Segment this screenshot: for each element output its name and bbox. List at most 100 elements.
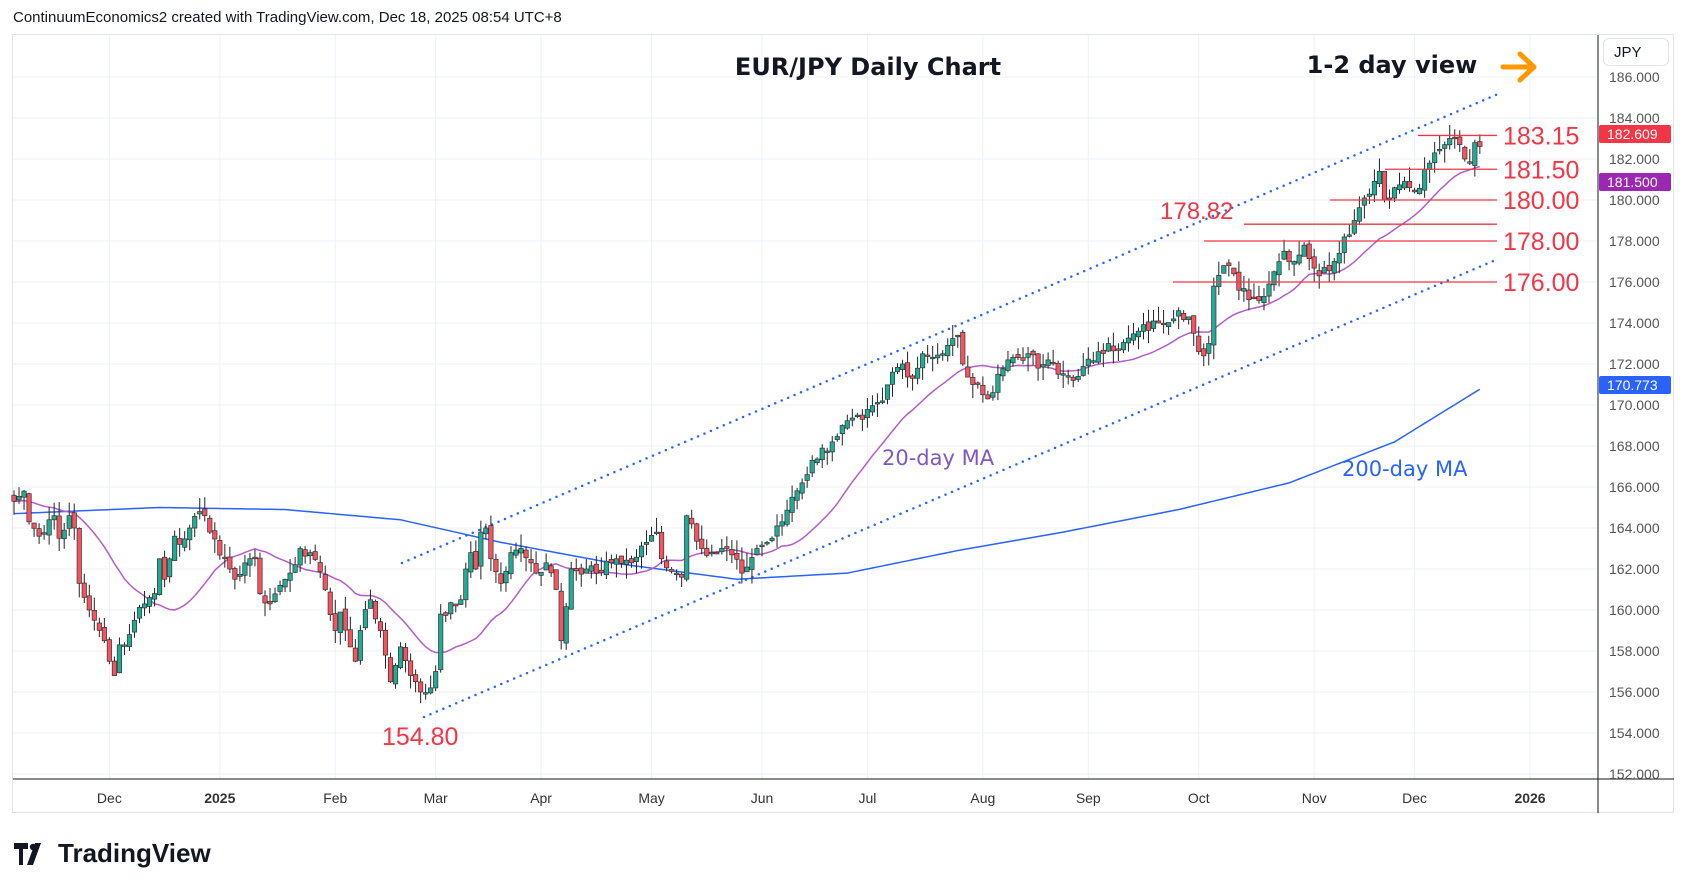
price-tick-label: 184.000 [1609,110,1660,126]
candle-up [950,338,956,346]
candle-up [1291,261,1297,265]
candle-up [1150,320,1157,329]
candle-up [794,490,800,501]
candle-up [362,609,368,629]
candle-up [784,509,790,525]
candle-down [664,560,670,569]
candle-down [1452,136,1458,140]
candle-down [965,366,971,378]
candle-up [1075,375,1081,380]
candle-up [357,630,363,661]
candle-down [342,608,348,631]
candle-up [1060,373,1066,376]
candle-up [187,527,193,541]
candle-up [884,384,891,400]
candle-up [287,572,293,581]
candle-up [1080,366,1086,376]
low-annotation: 154.80 [382,723,458,751]
candle-down [960,332,966,365]
candle-down [1286,251,1292,263]
candle-up [1401,181,1408,189]
candle-down [227,556,233,570]
candle-down [387,657,394,683]
candle-down [985,394,991,400]
candle-up [1186,316,1192,320]
candle-down [418,681,424,693]
candle-down [347,629,353,648]
time-tick-label: Apr [530,790,552,806]
price-tick-label: 154.000 [1609,725,1660,741]
time-tick-label: Dec [97,790,122,806]
candle-up [889,371,896,385]
candle-up [518,548,524,554]
ma200-line [13,388,1481,581]
candle-up [955,334,961,338]
candle-down [111,660,117,676]
candle-up [1000,368,1006,377]
candle-down [980,384,986,396]
attribution-text: ContinuumEconomics2 created with Trading… [13,9,562,26]
price-tick-label: 178.000 [1609,233,1660,249]
candle-down [232,568,238,580]
candle-down [1161,322,1167,326]
candle-up [131,619,138,633]
candle-down [403,647,409,661]
candle-up [292,564,298,573]
candle-down [31,522,37,529]
candle-up [1376,170,1382,184]
candle-down [408,660,414,676]
price-tick-label: 166.000 [1609,479,1660,495]
candle-up [754,548,760,555]
chart-title: EUR/JPY Daily Chart [735,53,1001,81]
candle-down [679,573,685,578]
candle-down [322,574,328,590]
candle-down [1236,271,1242,291]
candle-down [86,595,92,611]
candle-down [81,582,87,598]
price-tick-label: 172.000 [1609,356,1660,372]
candle-up [397,646,404,669]
candle-up [242,562,248,576]
candle-up [1432,152,1438,163]
candle-up [568,568,574,610]
candle-up [1176,310,1182,317]
candle-up [1206,343,1212,354]
candle-up [1346,234,1352,237]
candle-up [126,634,133,647]
candle-down [528,559,534,564]
currency-button[interactable]: JPY [1603,38,1669,66]
candle-up [824,450,830,453]
candle-up [182,538,188,548]
candle-up [1171,318,1177,322]
candle-down [372,600,378,620]
candle-down [493,558,499,573]
candle-up [769,537,775,541]
candle-up [297,548,303,566]
time-tick-label: Feb [323,790,347,806]
candle-up [849,417,855,421]
price-tick-label: 158.000 [1609,643,1660,659]
candle-up [1447,138,1453,146]
candle-down [1030,350,1036,356]
candle-down [1477,141,1483,147]
candle-up [1321,267,1327,274]
candle-up [990,392,996,398]
candle-up [197,511,203,515]
candle-up [392,664,399,685]
candle-down [222,556,228,560]
candle-up [1351,220,1357,234]
tradingview-logo[interactable]: TradingView [14,838,211,869]
candle-down [704,548,710,556]
candle-down [734,552,740,560]
candle-up [935,354,941,359]
candle-up [1130,333,1137,341]
candle-down [382,629,389,656]
candle-down [217,540,223,556]
candle-up [478,531,484,567]
level-label: 178.00 [1503,228,1579,256]
candle-down [26,493,32,523]
level-label: 183.15 [1503,122,1579,150]
candle-down [498,573,504,584]
candle-down [608,559,614,564]
